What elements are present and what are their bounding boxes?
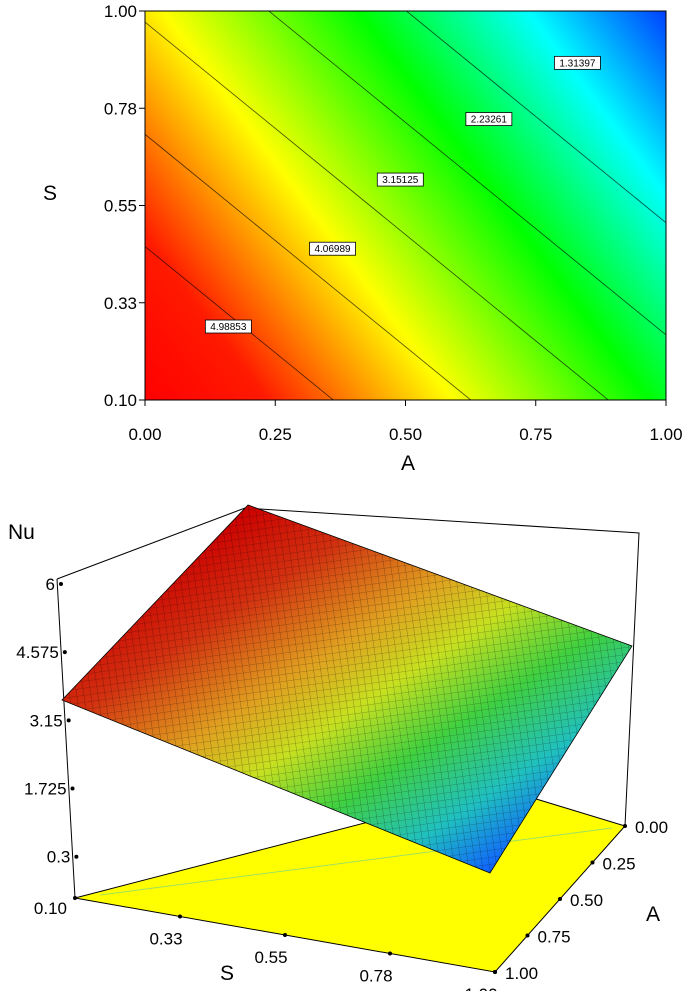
a-tick-mark <box>623 824 627 828</box>
floor-contour-line <box>99 827 613 896</box>
a-axis-title: A <box>646 903 660 926</box>
a-tick-label: 0.75 <box>538 928 571 947</box>
z-tick-label: 3.15 <box>30 711 63 730</box>
a-tick-mark <box>493 970 497 974</box>
s-axis-title: S <box>220 962 234 985</box>
contour-label-1: 4.98853 <box>204 319 252 334</box>
contour-label-text: 2.23261 <box>471 115 508 126</box>
contour-labels: 4.98853 4.06989 3.15125 2.23261 1.31397 <box>204 55 601 334</box>
contour-label-text: 3.15125 <box>382 175 419 186</box>
a-tick-mark <box>558 897 562 901</box>
z-tick-label: 6 <box>46 575 55 594</box>
z-tick-mark <box>62 650 67 655</box>
y-tick-label: 0.33 <box>104 294 137 313</box>
s-tick-mark <box>388 951 392 956</box>
z-tick-mark <box>66 718 71 723</box>
contour-label-3: 3.15125 <box>376 172 424 187</box>
x-tick-label: 0.50 <box>389 425 422 444</box>
y-tick-label: 1.00 <box>104 2 137 21</box>
contour-plot: 4.98853 4.06989 3.15125 2.23261 1.31397 0.00… <box>43 2 683 475</box>
z-axis-ticks: 6 4.575 3.15 1.725 0.3 <box>16 575 79 867</box>
contour-label-text: 4.06989 <box>314 244 351 255</box>
a-tick-label: 0.50 <box>570 891 603 910</box>
contour-line-1 <box>145 245 334 400</box>
contour-line-4 <box>268 11 666 336</box>
y-axis-title: S <box>43 182 57 205</box>
contour-label-text: 4.98853 <box>210 322 247 333</box>
z-tick-mark <box>70 786 75 791</box>
y-tick-label: 0.78 <box>104 99 137 118</box>
surface-plot: 6 4.575 3.15 1.725 0.3 Nu 0.10 0.33 0.55 0.78 1.… <box>8 504 668 991</box>
s-tick-label: 0.78 <box>359 967 392 986</box>
s-tick-mark <box>73 896 77 900</box>
surface-outline <box>61 504 633 874</box>
a-tick-mark <box>590 860 595 865</box>
s-tick-label: 0.55 <box>254 948 287 967</box>
s-tick-label: 0.33 <box>149 930 182 949</box>
x-axis-title: A <box>401 452 415 475</box>
x-axis-ticks: 0.00 0.25 0.50 0.75 1.00 <box>128 400 683 444</box>
contour-lines <box>145 11 666 400</box>
y-tick-label: 0.10 <box>104 391 137 410</box>
z-tick-label: 4.575 <box>16 643 59 662</box>
contour-label-2: 4.06989 <box>309 241 356 256</box>
a-tick-label: 1.00 <box>505 964 538 983</box>
a-axis-ticks: 0.00 0.250.50 0.751.00 <box>493 818 668 983</box>
contour-line-5 <box>405 11 666 224</box>
x-tick-label: 1.00 <box>649 425 682 444</box>
y-tick-label: 0.55 <box>104 197 137 216</box>
a-tick-label: 0.25 <box>603 855 636 874</box>
box-back-edges <box>56 507 640 827</box>
z-tick-mark <box>59 582 63 586</box>
contour-label-4: 2.23261 <box>465 112 513 126</box>
s-tick-label: 1.00 <box>464 985 497 991</box>
x-tick-label: 0.75 <box>519 425 552 444</box>
contour-label-5: 1.31397 <box>554 55 601 70</box>
s-tick-mark <box>178 914 182 919</box>
surface-mesh <box>62 505 632 873</box>
box-left-edge <box>56 578 76 899</box>
z-axis-title: Nu <box>8 521 35 544</box>
z-tick-mark <box>74 854 79 859</box>
s-axis-ticks: 0.10 0.33 0.55 0.78 1.00 <box>34 896 498 991</box>
s-tick-label: 0.10 <box>34 899 67 918</box>
y-axis-ticks: 0.10 0.33 0.55 0.78 1.00 <box>104 2 145 410</box>
contour-line-3 <box>145 21 609 400</box>
a-tick-mark <box>525 933 530 938</box>
z-tick-label: 1.725 <box>24 780 67 799</box>
z-tick-label: 0.3 <box>47 848 71 867</box>
x-tick-label: 0.00 <box>128 425 161 444</box>
x-tick-label: 0.25 <box>259 425 292 444</box>
contour-line-2 <box>145 133 472 400</box>
a-tick-label: 0.00 <box>635 818 668 837</box>
contour-label-text: 1.31397 <box>559 58 596 69</box>
s-tick-mark <box>283 933 287 937</box>
